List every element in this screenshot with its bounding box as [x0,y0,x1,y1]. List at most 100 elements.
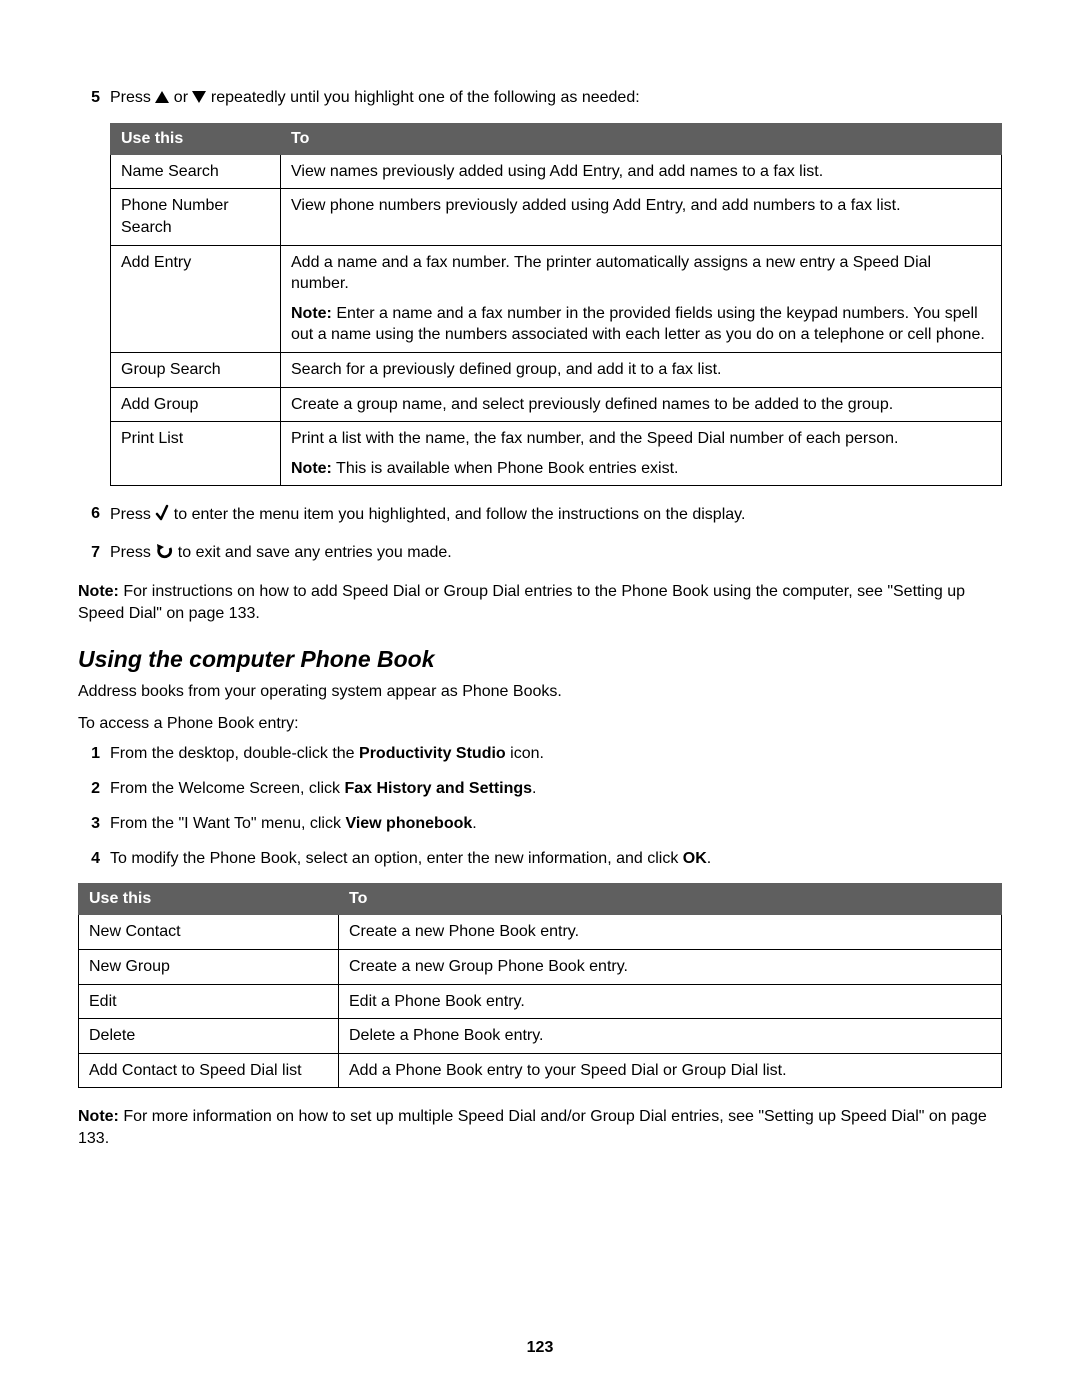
body-paragraph: To access a Phone Book entry: [78,713,1002,735]
table-cell: Edit [79,984,339,1019]
step-body: Press to enter the menu item you highlig… [110,504,1002,529]
table-row: Print List Print a list with the name, t… [111,422,1002,486]
step-bold: View phonebook [345,815,472,832]
note-label: Note: [78,583,119,600]
step-text: Press [110,89,155,106]
step-b2: 2 From the Welcome Screen, click Fax His… [78,779,1002,800]
step-body: Press or repeatedly until you highlight … [110,88,1002,109]
step-text: repeatedly until you highlight one of th… [211,89,640,106]
step-number: 7 [78,543,100,564]
table-row: Phone Number Search View phone numbers p… [111,189,1002,245]
table-cell: Name Search [111,154,281,189]
note-label: Note: [291,460,332,477]
step-text: Press [110,506,155,523]
step-7: 7 Press to exit and save any entries you… [78,543,1002,567]
table-header: To [339,884,1002,915]
table-cell: New Group [79,950,339,985]
table-cell: Add a name and a fax number. The printer… [281,245,1002,352]
table-row: Add Group Create a group name, and selec… [111,387,1002,422]
table-cell: Delete a Phone Book entry. [339,1019,1002,1054]
note-body: For instructions on how to add Speed Dia… [78,583,965,622]
step-text: From the desktop, double-click the [110,745,359,762]
step-body: Press to exit and save any entries you m… [110,543,1002,567]
table-row: Add Contact to Speed Dial list Add a Pho… [79,1053,1002,1088]
step-body: From the Welcome Screen, click Fax Histo… [110,779,1002,800]
table-cell: Add Contact to Speed Dial list [79,1053,339,1088]
step-6: 6 Press to enter the menu item you highl… [78,504,1002,529]
step-number: 1 [78,744,100,765]
step-body: To modify the Phone Book, select an opti… [110,849,1002,870]
table-row: Delete Delete a Phone Book entry. [79,1019,1002,1054]
cell-note: Note: Enter a name and a fax number in t… [291,303,991,346]
page-number: 123 [0,1339,1080,1357]
table-row: Name Search View names previously added … [111,154,1002,189]
table-cell: Print a list with the name, the fax numb… [281,422,1002,486]
step-text: to exit and save any entries you made. [178,544,452,561]
table-cell: Add a Phone Book entry to your Speed Dia… [339,1053,1002,1088]
step-text: . [707,850,711,867]
step-b1: 1 From the desktop, double-click the Pro… [78,744,1002,765]
table-cell: Create a group name, and select previous… [281,387,1002,422]
table-cell: Search for a previously defined group, a… [281,352,1002,387]
step-number: 3 [78,814,100,835]
step-bold: OK [683,850,707,867]
cell-paragraph: Add a name and a fax number. The printer… [291,252,991,295]
step-body: From the desktop, double-click the Produ… [110,744,1002,765]
table-cell: Phone Number Search [111,189,281,245]
table-row: Add Entry Add a name and a fax number. T… [111,245,1002,352]
section-heading: Using the computer Phone Book [78,646,1002,673]
table-cell: View names previously added using Add En… [281,154,1002,189]
step-text: . [472,815,476,832]
table-cell: Print List [111,422,281,486]
table-use-this-to-2: Use this To New Contact Create a new Pho… [78,883,1002,1088]
table-cell: Create a new Group Phone Book entry. [339,950,1002,985]
step-bold: Productivity Studio [359,745,506,762]
table-cell: Create a new Phone Book entry. [339,915,1002,950]
table-row: Group Search Search for a previously def… [111,352,1002,387]
table-header: Use this [111,123,281,154]
table-header-row: Use this To [79,884,1002,915]
table-cell: Edit a Phone Book entry. [339,984,1002,1019]
table-use-this-to-1: Use this To Name Search View names previ… [110,123,1002,487]
step-text: . [532,780,536,797]
check-icon [155,504,169,529]
back-icon [155,544,173,567]
note-body: For more information on how to set up mu… [78,1108,987,1147]
table-cell: Delete [79,1019,339,1054]
cell-paragraph: Print a list with the name, the fax numb… [291,428,991,450]
up-arrow-icon [155,91,169,103]
table-header-row: Use this To [111,123,1002,154]
page: 5 Press or repeatedly until you highligh… [0,0,1080,1397]
step-number: 6 [78,504,100,525]
step-5: 5 Press or repeatedly until you highligh… [78,88,1002,109]
table-row: New Contact Create a new Phone Book entr… [79,915,1002,950]
step-text: or [174,89,193,106]
table-header: Use this [79,884,339,915]
step-b3: 3 From the "I Want To" menu, click View … [78,814,1002,835]
step-b4: 4 To modify the Phone Book, select an op… [78,849,1002,870]
note-body: Enter a name and a fax number in the pro… [291,305,985,344]
down-arrow-icon [192,91,206,103]
step-text: Press [110,544,155,561]
step-text: From the "I Want To" menu, click [110,815,345,832]
table-cell: Add Group [111,387,281,422]
note-paragraph: Note: For more information on how to set… [78,1106,1002,1149]
table-row: New Group Create a new Group Phone Book … [79,950,1002,985]
note-label: Note: [78,1108,119,1125]
step-text: To modify the Phone Book, select an opti… [110,850,683,867]
note-label: Note: [291,305,332,322]
step-number: 5 [78,88,100,109]
table-cell: View phone numbers previously added usin… [281,189,1002,245]
step-text: icon. [506,745,544,762]
step-body: From the "I Want To" menu, click View ph… [110,814,1002,835]
step-number: 4 [78,849,100,870]
table-cell: New Contact [79,915,339,950]
body-paragraph: Address books from your operating system… [78,681,1002,703]
note-paragraph: Note: For instructions on how to add Spe… [78,581,1002,624]
table-row: Edit Edit a Phone Book entry. [79,984,1002,1019]
cell-note: Note: This is available when Phone Book … [291,458,991,480]
step-text: From the Welcome Screen, click [110,780,344,797]
step-number: 2 [78,779,100,800]
table-header: To [281,123,1002,154]
step-text: to enter the menu item you highlighted, … [174,506,746,523]
